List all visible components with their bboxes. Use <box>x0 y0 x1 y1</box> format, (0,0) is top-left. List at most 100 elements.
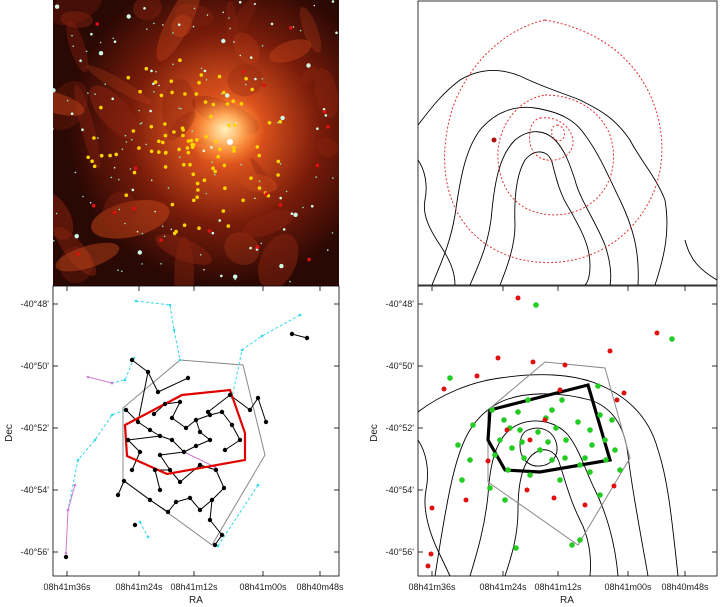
tree-node <box>227 392 233 398</box>
cluster-member-marker <box>178 58 182 62</box>
green-source <box>492 452 498 458</box>
star <box>74 171 77 174</box>
star <box>154 210 156 213</box>
green-source <box>535 429 541 435</box>
tree-node <box>135 419 141 425</box>
cluster-member-marker <box>221 209 226 213</box>
star <box>270 22 274 26</box>
tree-node <box>213 467 219 473</box>
star <box>112 37 114 40</box>
star <box>202 149 206 153</box>
green-source <box>487 485 493 491</box>
star <box>240 163 242 166</box>
y-tick-label: -40°50' <box>386 361 415 371</box>
green-source <box>612 447 618 453</box>
star <box>98 51 104 56</box>
star <box>285 190 288 193</box>
cluster-member-marker <box>222 90 226 95</box>
star <box>229 27 231 30</box>
green-source <box>587 469 593 475</box>
star <box>306 63 311 68</box>
green-source <box>515 409 521 415</box>
field-source-markers <box>76 22 330 262</box>
cyan-edge <box>67 409 126 511</box>
star <box>172 63 174 66</box>
green-source-markers <box>447 302 675 551</box>
tree-edge <box>157 377 189 393</box>
nebula-filament <box>66 20 89 73</box>
star <box>94 93 96 95</box>
star <box>313 4 316 7</box>
tree-node <box>181 449 187 455</box>
tree-node <box>169 437 175 443</box>
pink-edge <box>87 376 113 384</box>
tree-edge <box>231 424 241 441</box>
star <box>143 7 146 10</box>
red-source <box>515 295 521 301</box>
star <box>90 32 93 36</box>
tree-node <box>177 479 183 485</box>
contour-inner <box>469 131 612 286</box>
star <box>104 83 106 85</box>
star <box>331 232 334 234</box>
star <box>210 146 213 149</box>
star <box>191 130 194 132</box>
cluster-member-marker <box>186 150 191 155</box>
cluster-member-marker <box>183 92 187 96</box>
tree-edge <box>171 439 185 453</box>
cyan-edge <box>231 314 301 399</box>
tree-node <box>183 425 189 431</box>
star <box>280 115 285 121</box>
nebula-filament <box>60 11 94 28</box>
tree-node <box>193 417 199 423</box>
cluster-member-marker <box>170 202 175 207</box>
star <box>225 93 230 98</box>
star <box>89 202 92 204</box>
red-source <box>621 390 627 396</box>
star <box>322 108 326 111</box>
nebula-filament <box>299 7 322 53</box>
nebula-filament <box>225 0 238 49</box>
nebula-filament <box>314 67 338 118</box>
cluster-member-markers <box>86 58 283 236</box>
cluster-member-marker <box>92 164 97 169</box>
cluster-member-marker <box>213 169 217 174</box>
cyan-edge <box>139 521 149 538</box>
tree-node <box>222 447 228 453</box>
nebula-filament <box>53 90 85 116</box>
star <box>218 219 221 222</box>
tree-edge <box>224 439 241 451</box>
tree-node <box>304 335 310 341</box>
green-source <box>597 492 603 498</box>
green-source <box>595 383 601 389</box>
red-source <box>474 373 480 379</box>
star <box>292 26 295 28</box>
field-source-marker <box>76 252 80 256</box>
tree-node <box>151 411 157 417</box>
red-source <box>495 355 501 361</box>
cluster-member-marker <box>192 198 196 203</box>
star <box>177 23 181 27</box>
star <box>214 173 216 176</box>
green-source <box>525 397 531 403</box>
cyan-node <box>216 544 220 548</box>
star <box>327 249 329 251</box>
cluster-member-marker <box>197 226 201 230</box>
green-source <box>521 455 527 461</box>
cluster-member-marker <box>163 165 168 169</box>
cluster-member-marker <box>149 124 154 129</box>
nebula-filament <box>316 137 339 158</box>
green-source <box>470 422 476 428</box>
star <box>125 141 128 143</box>
cluster-member-marker <box>149 149 154 154</box>
cyan-node <box>298 313 302 317</box>
tree-node <box>193 443 199 449</box>
field-source-marker <box>264 192 269 196</box>
tree-edge <box>291 333 308 339</box>
star <box>249 246 252 250</box>
tree-node <box>121 478 127 484</box>
nebula-core <box>185 94 265 166</box>
green-source <box>563 437 569 443</box>
star <box>145 143 147 146</box>
star <box>178 156 181 158</box>
